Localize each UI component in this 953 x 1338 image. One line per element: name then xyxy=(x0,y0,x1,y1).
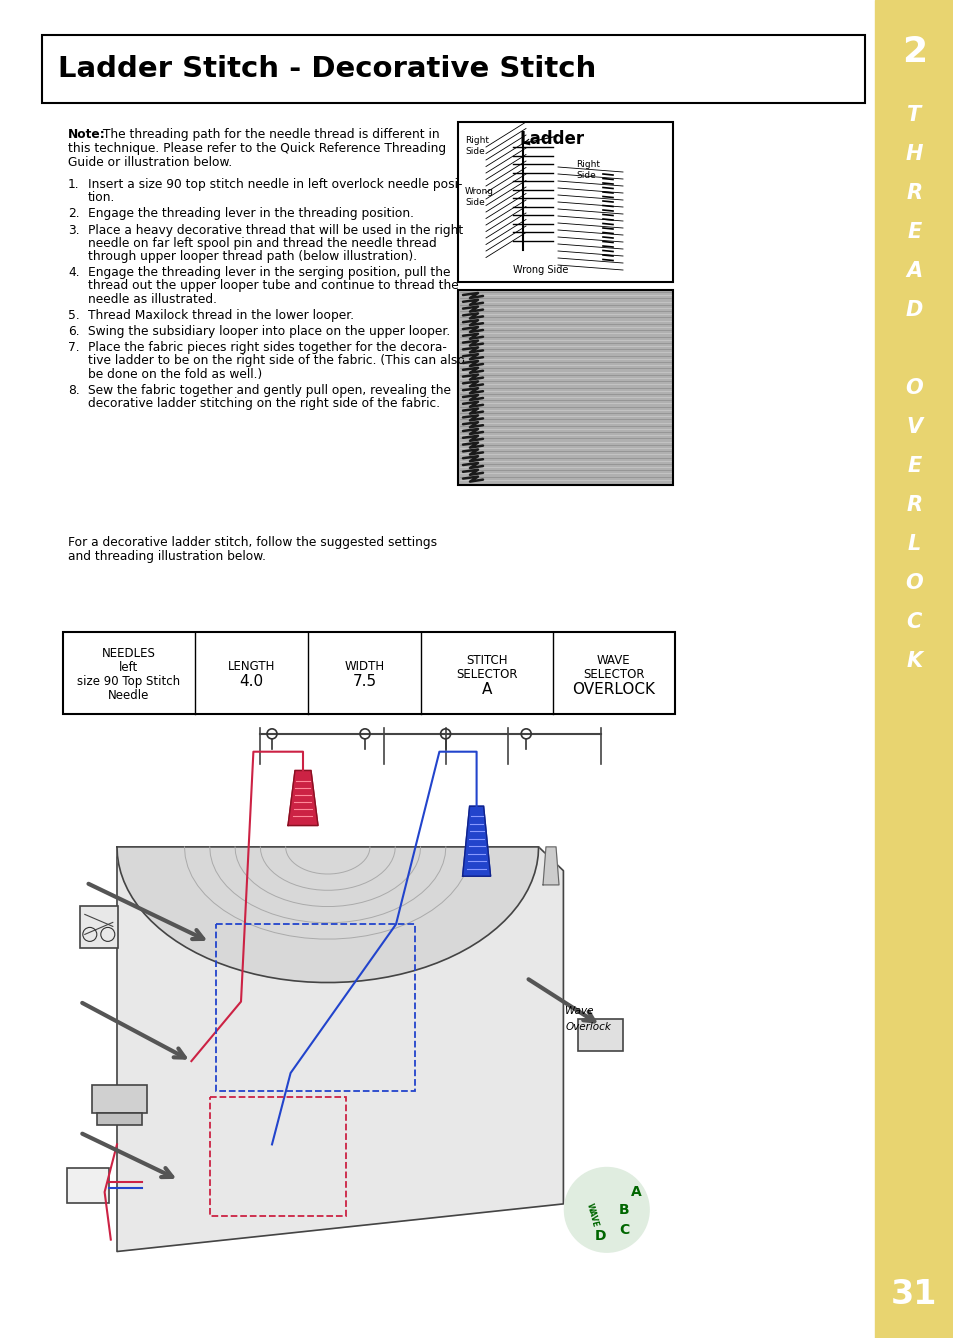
Text: 7.5: 7.5 xyxy=(352,674,376,689)
Text: A: A xyxy=(481,681,492,697)
Bar xyxy=(210,1097,346,1216)
Text: be done on the fold as well.): be done on the fold as well.) xyxy=(88,368,262,380)
Text: Ladder: Ladder xyxy=(519,130,584,149)
Text: Swing the subsidiary looper into place on the upper looper.: Swing the subsidiary looper into place o… xyxy=(88,325,450,339)
Text: 31: 31 xyxy=(890,1279,937,1311)
Text: through upper looper thread path (below illustration).: through upper looper thread path (below … xyxy=(88,250,416,264)
Text: 6.: 6. xyxy=(68,325,79,339)
Text: Sew the fabric together and gently pull open, revealing the: Sew the fabric together and gently pull … xyxy=(88,384,451,397)
Text: needle on far left spool pin and thread the needle thread: needle on far left spool pin and thread … xyxy=(88,237,436,250)
Bar xyxy=(874,0,953,1338)
Text: STITCH: STITCH xyxy=(466,653,507,666)
Text: WAVE: WAVE xyxy=(597,653,630,666)
Text: R: R xyxy=(905,495,922,515)
Text: Wrong
Side: Wrong Side xyxy=(464,187,494,207)
Text: 4.: 4. xyxy=(68,266,79,280)
Text: tion.: tion. xyxy=(88,191,115,205)
Text: Engage the threading lever in the threading position.: Engage the threading lever in the thread… xyxy=(88,207,414,221)
Bar xyxy=(457,122,672,282)
Polygon shape xyxy=(117,847,538,982)
Polygon shape xyxy=(117,847,563,1251)
Text: R: R xyxy=(905,183,922,203)
Text: SELECTOR: SELECTOR xyxy=(456,668,517,681)
Text: Engage the threading lever in the serging position, pull the: Engage the threading lever in the sergin… xyxy=(88,266,450,280)
Text: 3.: 3. xyxy=(68,223,79,237)
Text: D: D xyxy=(595,1230,606,1243)
Text: decorative ladder stitching on the right side of the fabric.: decorative ladder stitching on the right… xyxy=(88,397,439,409)
Text: 7.: 7. xyxy=(68,341,79,355)
Bar xyxy=(578,1018,622,1050)
Text: Wrong Side: Wrong Side xyxy=(513,265,568,276)
Text: needle as illustrated.: needle as illustrated. xyxy=(88,293,216,305)
Polygon shape xyxy=(542,847,558,884)
Circle shape xyxy=(564,1168,648,1252)
Text: OVERLOCK: OVERLOCK xyxy=(572,681,655,697)
Bar xyxy=(80,906,117,949)
Text: E: E xyxy=(906,456,921,476)
Text: Place a heavy decorative thread that will be used in the right: Place a heavy decorative thread that wil… xyxy=(88,223,463,237)
Text: 2.: 2. xyxy=(68,207,79,221)
Text: Right
Side: Right Side xyxy=(576,161,599,181)
Text: Needle: Needle xyxy=(108,689,150,702)
Text: Thread Maxilock thread in the lower looper.: Thread Maxilock thread in the lower loop… xyxy=(88,309,354,322)
Text: O: O xyxy=(904,573,923,593)
Text: A: A xyxy=(905,261,922,281)
Text: Guide or illustration below.: Guide or illustration below. xyxy=(68,157,232,169)
Text: WIDTH: WIDTH xyxy=(344,660,384,673)
Bar xyxy=(68,1168,110,1203)
Text: this technique. Please refer to the Quick Reference Threading: this technique. Please refer to the Quic… xyxy=(68,142,446,155)
Text: 1.: 1. xyxy=(68,178,79,191)
Text: K: K xyxy=(905,652,922,670)
Text: O: O xyxy=(904,379,923,397)
Text: WAVE: WAVE xyxy=(585,1202,599,1228)
Text: Right
Side: Right Side xyxy=(464,136,489,157)
Text: B: B xyxy=(618,1203,629,1216)
Text: A: A xyxy=(630,1185,641,1199)
Text: 2: 2 xyxy=(901,35,926,70)
Text: thread out the upper looper tube and continue to thread the: thread out the upper looper tube and con… xyxy=(88,280,458,293)
Text: Note:: Note: xyxy=(68,128,106,140)
Bar xyxy=(97,1113,142,1125)
Polygon shape xyxy=(288,771,317,826)
Text: Wave: Wave xyxy=(565,1005,594,1016)
Text: Place the fabric pieces right sides together for the decora-: Place the fabric pieces right sides toge… xyxy=(88,341,446,355)
Text: Overlock: Overlock xyxy=(565,1021,611,1032)
Text: Ladder Stitch - Decorative Stitch: Ladder Stitch - Decorative Stitch xyxy=(58,55,596,83)
Text: 5.: 5. xyxy=(68,309,80,322)
Text: L: L xyxy=(907,534,920,554)
Bar xyxy=(42,35,864,103)
Text: size 90 Top Stitch: size 90 Top Stitch xyxy=(77,674,180,688)
Text: D: D xyxy=(904,300,923,320)
Text: and threading illustration below.: and threading illustration below. xyxy=(68,550,266,563)
Text: SELECTOR: SELECTOR xyxy=(582,668,644,681)
Text: C: C xyxy=(905,611,922,632)
Text: tive ladder to be on the right side of the fabric. (This can also: tive ladder to be on the right side of t… xyxy=(88,355,464,368)
Text: T: T xyxy=(906,104,921,124)
Bar xyxy=(92,1085,147,1113)
Text: left: left xyxy=(119,661,138,674)
Bar xyxy=(457,290,672,484)
Bar xyxy=(63,632,675,714)
Text: The threading path for the needle thread is different in: The threading path for the needle thread… xyxy=(99,128,439,140)
Text: For a decorative ladder stitch, follow the suggested settings: For a decorative ladder stitch, follow t… xyxy=(68,537,436,549)
Text: 8.: 8. xyxy=(68,384,80,397)
Text: C: C xyxy=(618,1223,629,1238)
Text: 4.0: 4.0 xyxy=(239,674,263,689)
Text: H: H xyxy=(904,145,923,165)
Text: V: V xyxy=(905,417,922,438)
Text: E: E xyxy=(906,222,921,242)
Text: LENGTH: LENGTH xyxy=(227,660,274,673)
Text: NEEDLES: NEEDLES xyxy=(102,648,155,660)
Polygon shape xyxy=(462,807,490,876)
Bar xyxy=(216,925,415,1090)
Text: Insert a size 90 top stitch needle in left overlock needle posi-: Insert a size 90 top stitch needle in le… xyxy=(88,178,462,191)
